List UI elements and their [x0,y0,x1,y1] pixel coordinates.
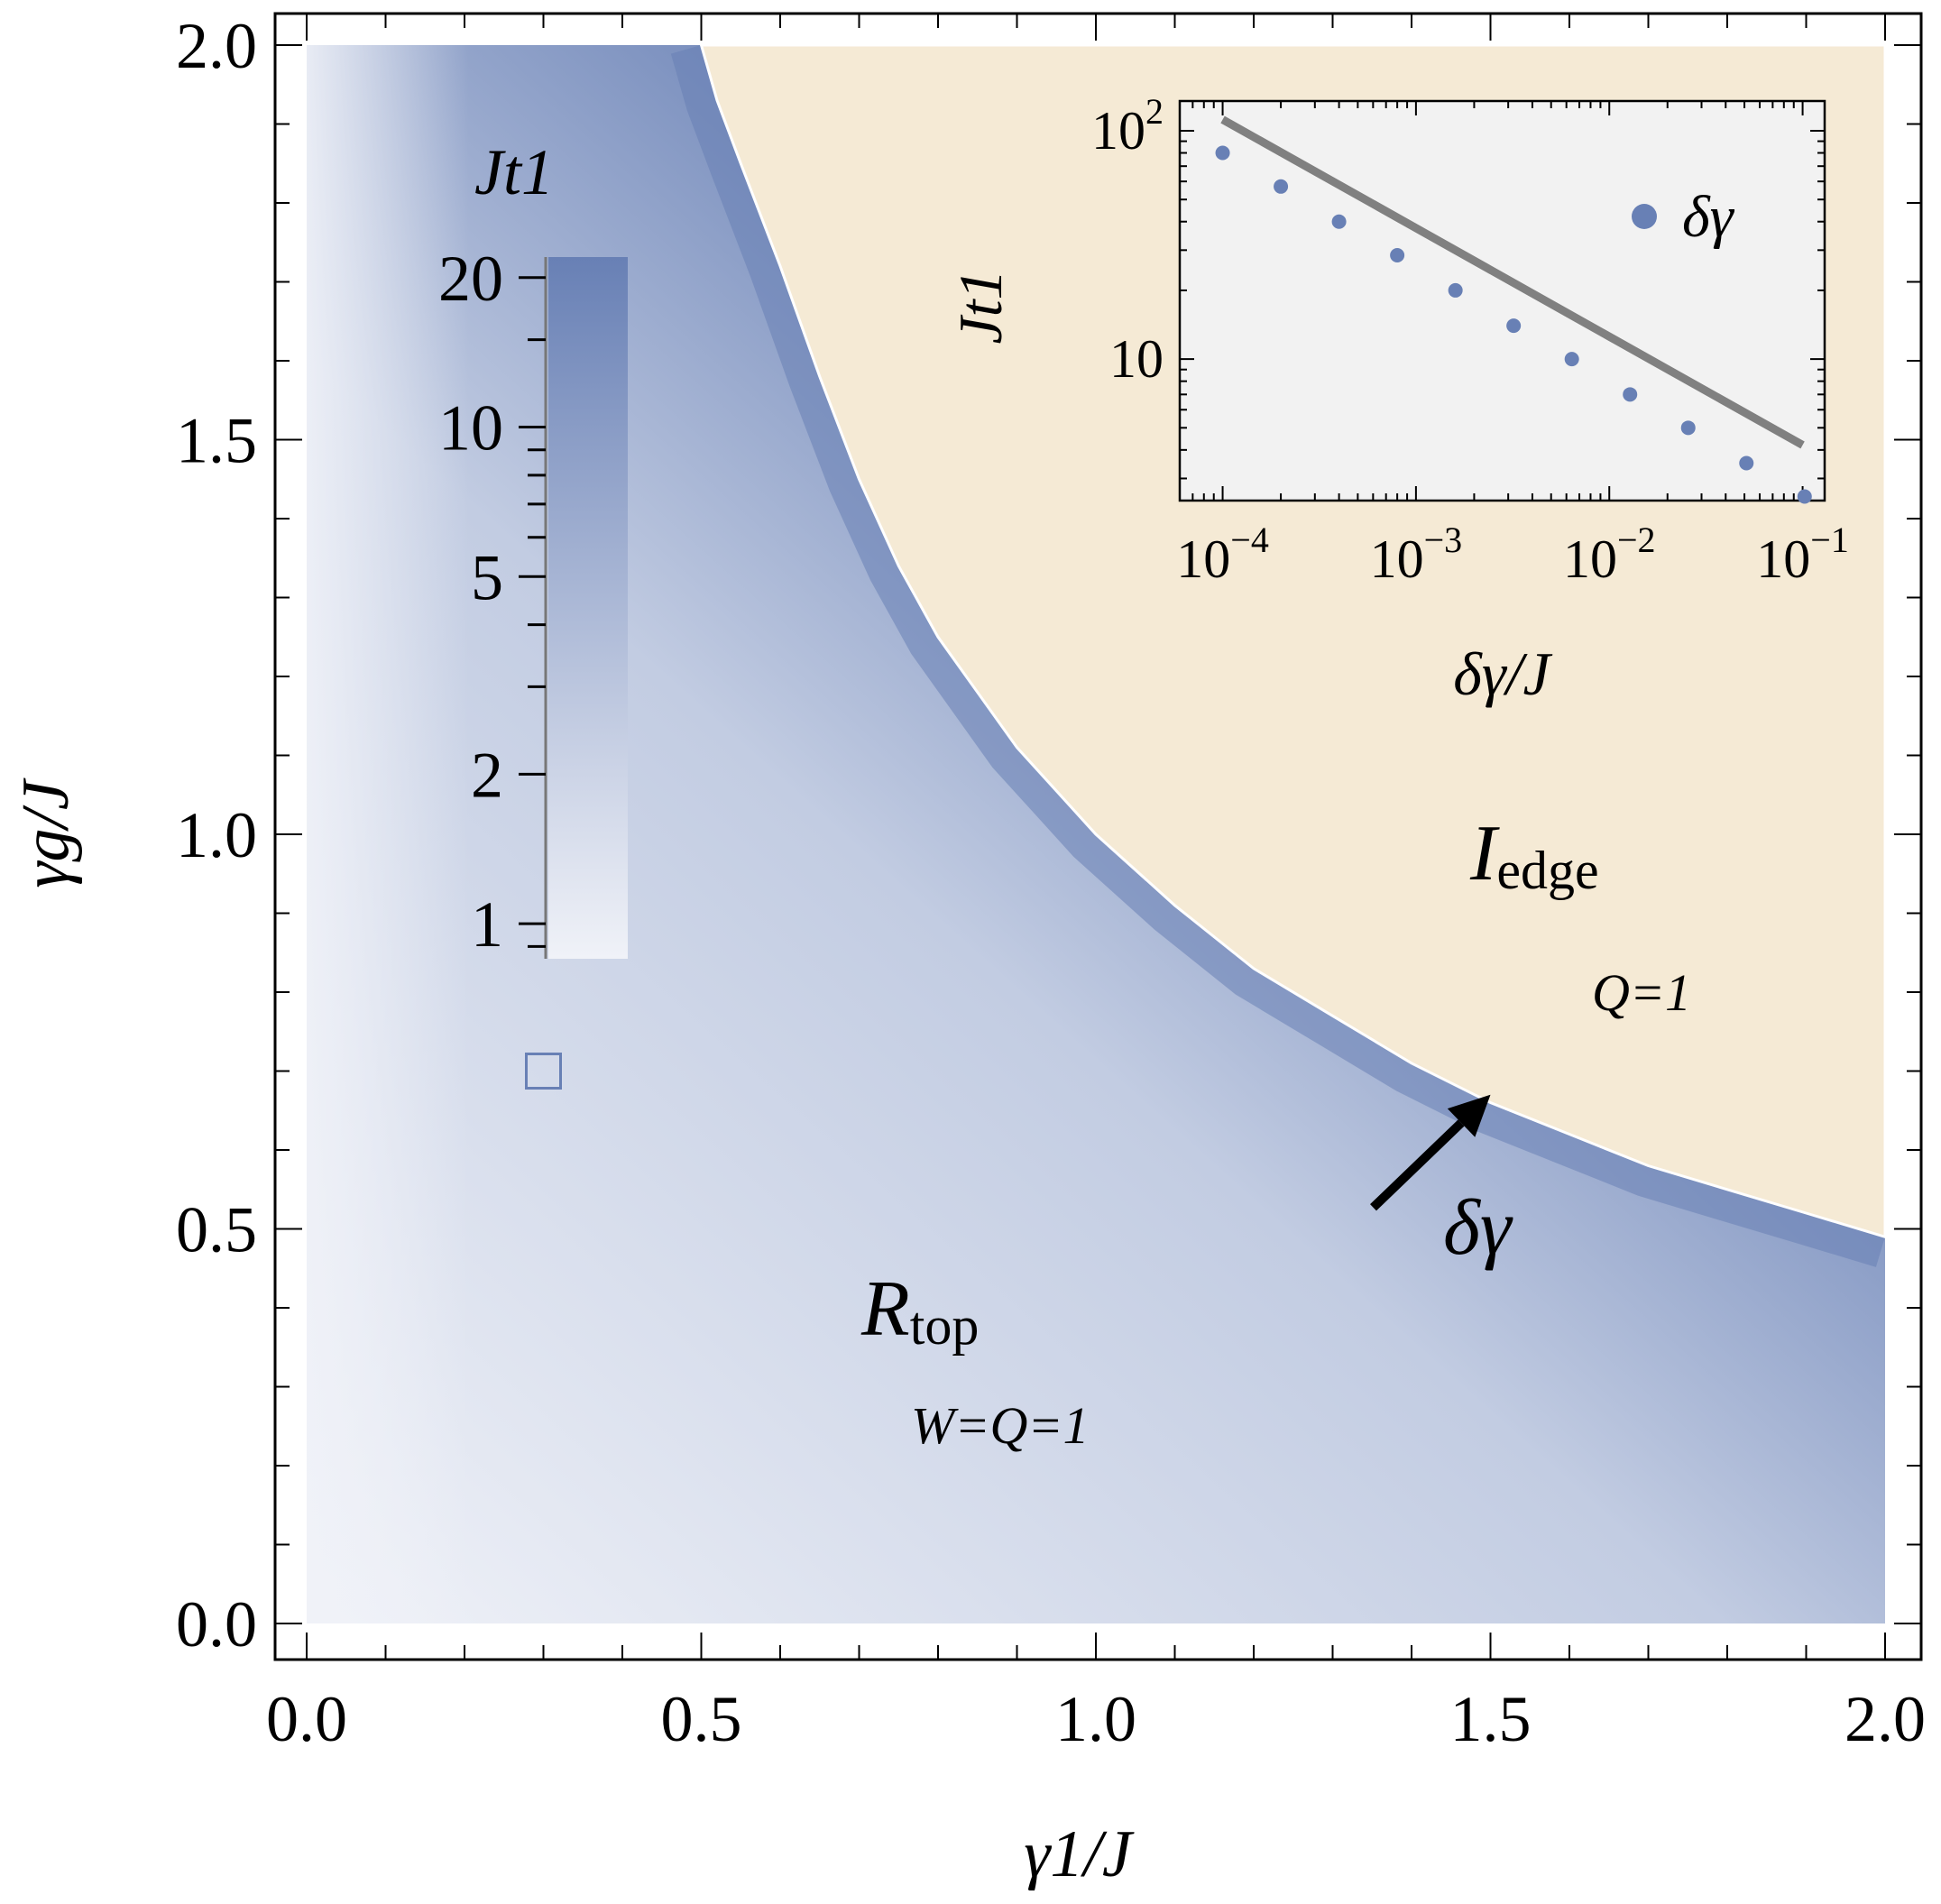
y-tick-label: 0.5 [176,1194,257,1266]
inset-background [1178,99,1826,502]
y-tick-label: 0.0 [176,1588,257,1660]
main-axis-tick-labels: 0.0 0.5 1.0 1.5 2.0 0.0 0.5 1.0 1.5 2.0 [176,10,1926,1755]
y-axis-label: γg/J [9,777,83,888]
inset-data-point [1331,214,1347,229]
annotation-arrow [1370,1119,1465,1211]
rtop-invariants: W=Q=1 [911,1396,1089,1455]
colorbar-tick-label: 5 [471,541,503,613]
x-tick-label: 2.0 [1844,1683,1926,1755]
colorbar-title: Jt1 [474,136,554,208]
inset-data-point [1739,455,1754,471]
inset-axis-ticks [1179,101,1825,501]
inset-x-tick-label: 10−1 [1756,520,1849,589]
legend-label: δγ [1682,184,1735,250]
x-axis-label: γ1/J [1024,1817,1135,1891]
square-marker [525,1053,562,1090]
inset-x-axis-label: δγ/J [1453,639,1552,708]
colorbar-tick-label: 10 [438,392,503,465]
inset-axis-tick-labels: 10−4 10−3 10−2 10−1 102 10 [1091,91,1849,589]
x-tick-label: 0.0 [266,1683,347,1755]
inset-data-point [1564,352,1579,367]
inset-y-tick-label: 102 [1091,91,1164,161]
colorbar-tick-label: 2 [471,739,503,811]
inset-data-point [1797,489,1812,504]
y-tick-label: 1.5 [176,405,257,477]
inset-y-axis-label: Jt1 [946,269,1015,344]
inset-data-point [1390,247,1405,262]
colorbar-tick-label: 1 [471,888,503,961]
x-tick-label: 0.5 [661,1683,742,1755]
y-tick-label: 1.0 [176,799,257,871]
y-tick-label: 2.0 [176,10,257,82]
inset-data-point [1680,420,1696,436]
annotation-label: δγ [1443,1184,1513,1272]
x-tick-label: 1.5 [1450,1683,1532,1755]
region-label-rtop: Rtop W=Q=1 [860,1265,1089,1455]
inset-data-point [1448,282,1463,298]
inset-data-point [1274,179,1289,194]
inset-x-tick-label: 10−4 [1176,520,1269,589]
inset-data-points [1215,145,1812,504]
rtop-label: Rtop [860,1265,979,1356]
colorbar-tick-label: 20 [438,243,503,315]
left-fade [307,45,469,1623]
inset-data-point [1215,145,1230,161]
inset-x-tick-label: 10−3 [1370,520,1463,589]
inset-data-point [1623,387,1638,402]
iedge-invariants: Q=1 [1592,963,1691,1022]
colorbar-tick-labels: 1 2 5 10 20 [438,243,503,961]
iedge-label: Iedge [1469,810,1599,900]
annotation-arrow-head [1447,1094,1491,1137]
colorbar: Jt1 1 2 5 10 20 [438,136,628,961]
colorbar-ticks [519,276,546,948]
inset-y-tick-label: 10 [1109,329,1164,389]
plot-frame [273,12,1923,1661]
inset-data-point [1506,318,1522,334]
inset-x-tick-label: 10−2 [1563,520,1656,589]
delta-gamma-annotation: δγ [1370,1094,1513,1272]
fit-line [1220,115,1805,449]
colorbar-gradient [548,257,628,959]
region-label-iedge: Iedge Q=1 [1469,810,1691,1022]
x-tick-label: 1.0 [1055,1683,1136,1755]
inset-plot: 10−4 10−3 10−2 10−1 102 10 δγ δγ/J Jt1 [946,91,1849,708]
legend-marker [1632,204,1657,229]
main-axis-ticks [275,14,1921,1660]
